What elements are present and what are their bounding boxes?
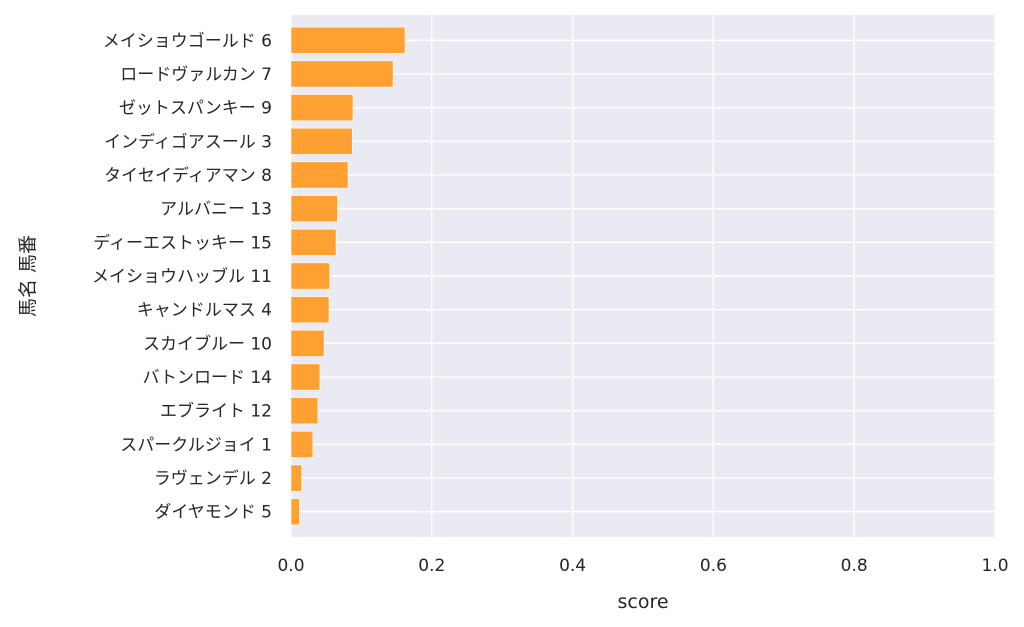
y-tick-label: ディーエストッキー 15 bbox=[93, 232, 272, 253]
bar bbox=[290, 262, 331, 290]
y-tick-label: エブライト 12 bbox=[160, 401, 272, 422]
x-axis-title: score bbox=[617, 591, 668, 613]
y-tick-label: バトンロード 14 bbox=[142, 368, 272, 388]
y-tick-label: キャンドルマス 4 bbox=[137, 301, 272, 321]
y-tick-labels: メイショウゴールド 6 ロードヴァルカン 7 ゼットスパンキー 9 インディゴアスール… bbox=[92, 30, 272, 522]
bar bbox=[290, 195, 338, 223]
y-tick-label: ゼットスパンキー 9 bbox=[119, 99, 272, 119]
x-tick-label: 0.4 bbox=[559, 556, 586, 576]
bar bbox=[290, 498, 300, 526]
y-tick-label: アルバニー 13 bbox=[160, 200, 272, 220]
x-tick-label: 0.8 bbox=[841, 556, 868, 576]
grid-lines bbox=[290, 15, 996, 537]
y-tick-label: ダイヤモンド 5 bbox=[154, 503, 272, 523]
bar bbox=[290, 329, 325, 357]
x-tick-label: 0.0 bbox=[277, 556, 304, 576]
bar bbox=[290, 94, 354, 122]
bar bbox=[290, 60, 394, 88]
y-tick-label: ロードヴァルカン 7 bbox=[120, 65, 272, 85]
bars bbox=[290, 26, 406, 526]
y-tick-label: メイショウハッブル 11 bbox=[92, 266, 272, 287]
x-tick-label: 0.6 bbox=[700, 556, 727, 576]
y-tick-label: インディゴアスール 3 bbox=[104, 131, 272, 152]
x-tick-label: 0.2 bbox=[418, 556, 445, 576]
y-tick-label: スカイブルー 10 bbox=[143, 333, 272, 354]
x-tick-label: 1.0 bbox=[981, 556, 1008, 576]
bar bbox=[290, 127, 353, 155]
y-tick-label: タイセイディアマン 8 bbox=[104, 165, 272, 186]
bar bbox=[290, 397, 319, 425]
bar bbox=[290, 228, 337, 256]
bar bbox=[290, 26, 406, 54]
y-tick-label: メイショウゴールド 6 bbox=[103, 30, 272, 51]
bar bbox=[290, 161, 349, 189]
bar bbox=[290, 296, 330, 324]
bar bbox=[290, 363, 321, 391]
bar bbox=[290, 430, 314, 458]
y-axis-title: 馬名 馬番 bbox=[17, 235, 39, 317]
y-tick-label: ラヴェンデル 2 bbox=[154, 468, 272, 489]
y-tick-label: スパークルジョイ 1 bbox=[120, 435, 272, 455]
bar bbox=[290, 464, 302, 492]
x-tick-labels: 0.0 0.2 0.4 0.6 0.8 1.0 bbox=[277, 556, 1008, 576]
